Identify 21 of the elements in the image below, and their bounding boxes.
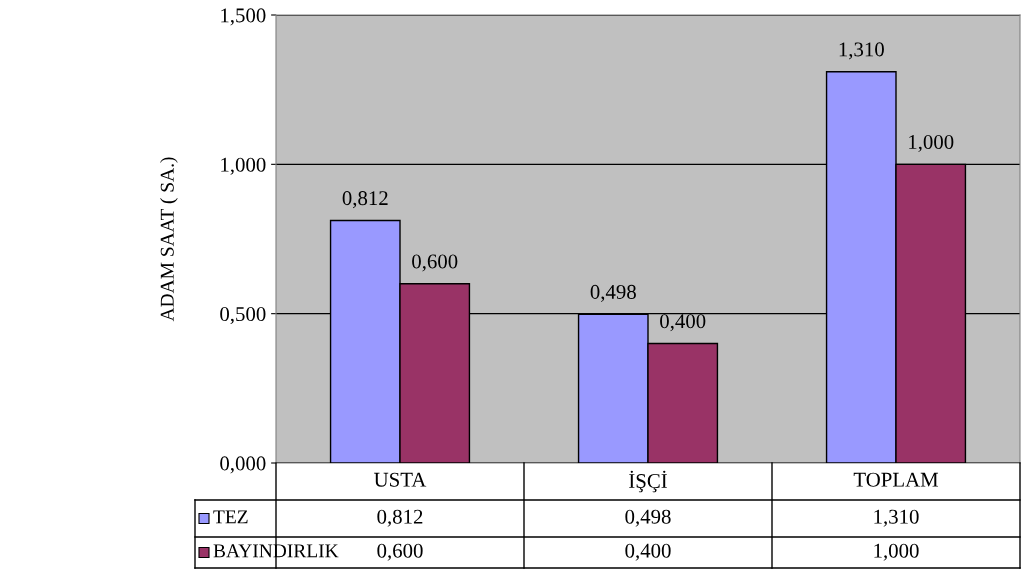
data-label: 0,400	[625, 543, 671, 561]
y-axis-title: ADAM SAAT ( SA.)	[160, 157, 178, 322]
y-tick-label: 1,000	[221, 157, 266, 175]
text: 1,000	[909, 134, 954, 152]
x-tick-label: İŞÇİ	[629, 470, 667, 493]
data-label: 0,812	[377, 509, 423, 527]
text: 1,310	[839, 42, 884, 60]
legend-label: TEZ	[213, 510, 248, 524]
x-tick-label: USTA	[374, 472, 427, 487]
text: 0,400	[660, 314, 706, 332]
x-tick-label: TOPLAM	[853, 472, 939, 487]
text: 0,812	[342, 191, 388, 209]
data-label: 0,498	[625, 509, 671, 527]
text: 0,498	[590, 284, 636, 302]
data-label: 0,600	[377, 543, 423, 561]
data-label: 1,310	[874, 509, 919, 527]
text: 0,600	[412, 254, 458, 272]
y-tick-label: 0,000	[220, 456, 266, 474]
y-tick-label: 0,500	[220, 307, 266, 325]
y-tick-label: 1,500	[221, 8, 266, 26]
data-label: 1,000	[874, 543, 919, 561]
